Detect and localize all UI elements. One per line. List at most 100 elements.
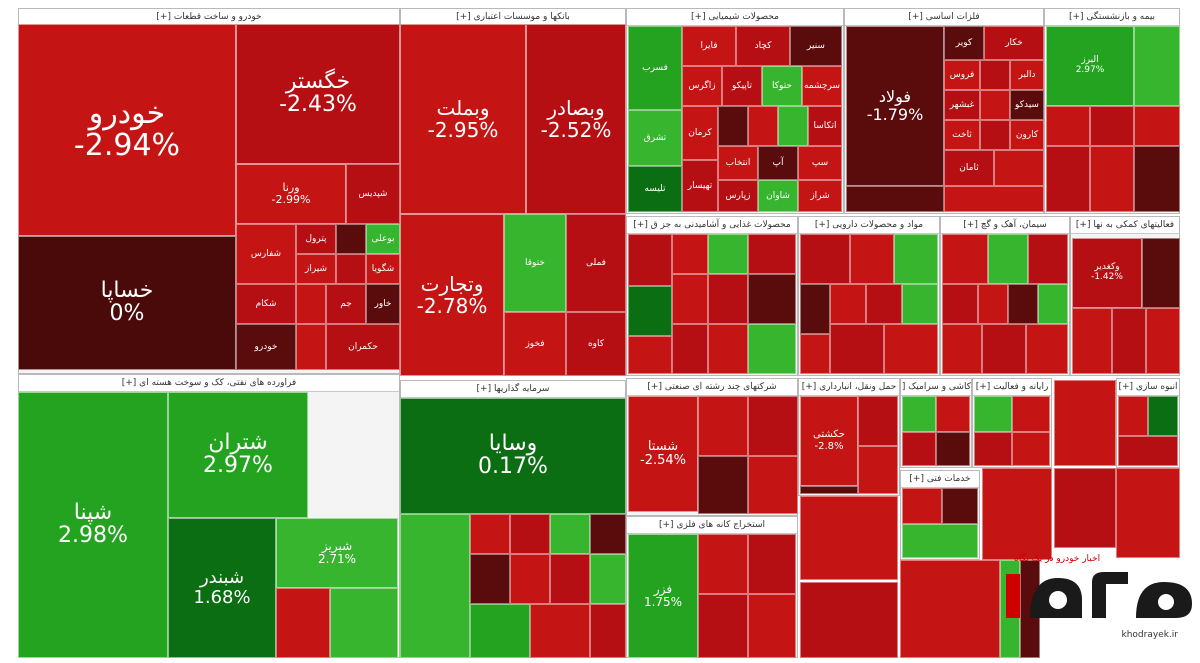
stock-tile[interactable]: فزر 1.75% (628, 534, 698, 658)
stock-tile[interactable]: وبصادر -2.52% (526, 24, 626, 214)
stock-tile-small[interactable] (942, 488, 978, 524)
stock-tile[interactable]: شبندر 1.68% (168, 518, 276, 658)
sector-title[interactable]: سیمان، آهک و گچ [+] (941, 217, 1069, 234)
stock-tile-small[interactable] (858, 446, 898, 494)
stock-tile-small[interactable] (748, 324, 796, 374)
stock-tile-small[interactable] (550, 514, 590, 554)
stock-tile-small[interactable] (894, 234, 938, 284)
stock-tile-small[interactable] (902, 488, 942, 524)
stock-tile-small[interactable]: ثامان (944, 150, 994, 186)
stock-tile[interactable]: ورنا -2.99% (236, 164, 346, 224)
stock-tile-small[interactable] (1090, 146, 1134, 212)
sector-title[interactable]: محصولات غذایی و آشامیدنی به جز ق [+] (627, 217, 797, 234)
stock-tile-small[interactable] (296, 324, 326, 370)
stock-tile-small[interactable]: سنیر (790, 26, 842, 66)
stock-tile-small[interactable] (1026, 324, 1068, 374)
stock-tile-small[interactable] (830, 324, 884, 374)
stock-tile-small[interactable] (1112, 308, 1146, 374)
stock-tile-small[interactable] (510, 554, 550, 604)
stock-tile-small[interactable]: آپ (758, 146, 798, 180)
stock-tile-small[interactable] (980, 60, 1010, 90)
sector-title[interactable]: بیمه و بازنشستگی [+] (1045, 9, 1179, 26)
stock-tile-small[interactable] (1046, 106, 1090, 146)
stock-tile-small[interactable] (1012, 396, 1050, 432)
stock-tile[interactable]: شتران 2.97% (168, 392, 308, 518)
stock-tile-small[interactable]: فملی (566, 214, 626, 312)
stock-tile-small[interactable] (296, 284, 326, 324)
stock-tile-small[interactable]: بوعلی (366, 224, 400, 254)
stock-tile-small[interactable] (336, 224, 366, 254)
stock-tile-small[interactable]: انتخاب (718, 146, 758, 180)
stock-tile-small[interactable] (748, 456, 798, 514)
stock-tile-small[interactable] (800, 234, 850, 284)
stock-tile-small[interactable]: کارون (1010, 120, 1044, 150)
sector-title[interactable]: انبوه سازی [+] (1117, 379, 1179, 396)
stock-tile-small[interactable]: زاگرس (682, 66, 722, 106)
stock-tile-small[interactable] (900, 560, 1000, 658)
sector-title[interactable]: مواد و محصولات دارویی [+] (799, 217, 939, 234)
stock-tile-small[interactable]: شپدیس (346, 164, 400, 224)
stock-tile-small[interactable] (1134, 146, 1180, 212)
stock-tile-small[interactable] (800, 486, 858, 494)
stock-tile-small[interactable]: تاپیکو (722, 66, 762, 106)
stock-tile-small[interactable]: شگویا (366, 254, 400, 284)
sector-title[interactable]: شرکتهای چند رشته ای صنعتی [+] (627, 379, 797, 396)
stock-tile-small[interactable] (1118, 396, 1148, 436)
sector-title[interactable]: فراورده های نفتی، کک و سوخت هسته ای [+] (19, 375, 399, 392)
stock-tile-small[interactable] (748, 234, 796, 274)
stock-tile-small[interactable]: اتکاسا (808, 106, 842, 146)
stock-tile-small[interactable] (470, 604, 530, 658)
stock-tile-small[interactable] (800, 334, 830, 374)
stock-tile-small[interactable] (830, 284, 866, 324)
stock-tile-small[interactable] (1008, 284, 1038, 324)
stock-tile-small[interactable] (470, 514, 510, 554)
stock-tile-small[interactable] (978, 284, 1008, 324)
stock-tile-small[interactable]: سپ (798, 146, 842, 180)
stock-tile-small[interactable] (980, 90, 1010, 120)
stock-tile-small[interactable] (944, 186, 1044, 212)
stock-tile-small[interactable]: سیدکو (1010, 90, 1044, 120)
stock-tile-small[interactable] (1012, 432, 1050, 466)
stock-tile-small[interactable] (590, 604, 626, 658)
stock-tile-small[interactable] (718, 106, 748, 146)
stock-tile-small[interactable] (698, 594, 748, 658)
stock-tile-small[interactable] (800, 284, 830, 334)
stock-tile-small[interactable] (1134, 106, 1180, 146)
stock-tile-small[interactable] (994, 150, 1044, 186)
sector-title[interactable]: حمل ونقل، انبارداری [+] (799, 379, 899, 396)
stock-tile-small[interactable]: فایرا (682, 26, 736, 66)
stock-tile-small[interactable] (902, 432, 936, 466)
stock-tile-small[interactable]: شاوان (758, 180, 798, 212)
stock-tile-small[interactable] (530, 604, 590, 658)
stock-tile[interactable]: البرز 2.97% (1046, 26, 1134, 106)
stock-tile-small[interactable] (590, 554, 626, 604)
stock-tile-small[interactable]: کرمان (682, 106, 718, 160)
stock-tile-small[interactable] (858, 396, 898, 446)
stock-tile-small[interactable]: حتوکا (762, 66, 802, 106)
stock-tile-small[interactable]: شیراز (296, 254, 336, 284)
stock-tile-small[interactable]: ختوقا (504, 214, 566, 312)
stock-tile-small[interactable] (866, 284, 902, 324)
stock-tile-small[interactable] (942, 234, 988, 284)
stock-tile-small[interactable] (672, 234, 708, 274)
stock-tile[interactable]: شبریز 2.71% (276, 518, 398, 588)
sector-title[interactable]: استخراج کانه های فلزی [+] (627, 517, 797, 534)
stock-tile-small[interactable] (708, 234, 748, 274)
stock-tile[interactable]: وبملت -2.95% (400, 24, 526, 214)
stock-tile-small[interactable]: تشرق (628, 110, 682, 166)
stock-tile-small[interactable] (698, 456, 748, 514)
stock-tile-small[interactable]: خودرو (236, 324, 296, 370)
stock-tile-small[interactable] (800, 496, 898, 580)
sector-title[interactable]: خدمات فنی [+] (901, 471, 979, 488)
stock-tile-small[interactable] (698, 534, 748, 594)
stock-tile-small[interactable]: جم (326, 284, 366, 324)
stock-tile-small[interactable] (902, 396, 936, 432)
stock-tile-small[interactable] (1142, 238, 1180, 308)
stock-tile-small[interactable] (778, 106, 808, 146)
stock-tile-small[interactable] (1134, 26, 1180, 106)
stock-tile-small[interactable]: سرچشمه (802, 66, 842, 106)
stock-tile-small[interactable]: شفارس (236, 224, 296, 284)
stock-tile-small[interactable] (708, 274, 748, 324)
stock-tile-small[interactable] (470, 554, 510, 604)
stock-tile-small[interactable]: فسرب (628, 26, 682, 110)
